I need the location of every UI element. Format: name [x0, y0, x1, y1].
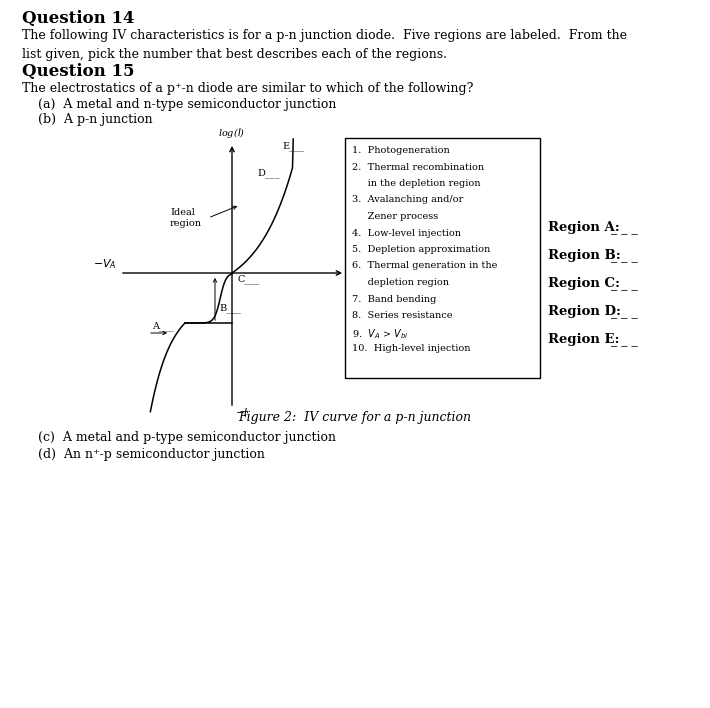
- Text: Region D:: Region D:: [548, 305, 621, 318]
- Text: 5.  Depletion approximation: 5. Depletion approximation: [352, 245, 490, 254]
- Text: _ _ _: _ _ _: [611, 221, 638, 234]
- Text: The following IV characteristics is for a p-n junction diode.  Five regions are : The following IV characteristics is for …: [22, 29, 627, 61]
- Text: in the depletion region: in the depletion region: [352, 179, 481, 188]
- Text: depletion region: depletion region: [352, 278, 449, 287]
- Text: 10.  High-level injection: 10. High-level injection: [352, 344, 471, 353]
- Text: 8.  Series resistance: 8. Series resistance: [352, 311, 452, 320]
- Text: (b)  A p-n junction: (b) A p-n junction: [38, 113, 153, 126]
- Text: (c)  A metal and p-type semiconductor junction: (c) A metal and p-type semiconductor jun…: [38, 431, 336, 444]
- Text: Region A:: Region A:: [548, 221, 620, 234]
- Text: The electrostatics of a p⁺-n diode are similar to which of the following?: The electrostatics of a p⁺-n diode are s…: [22, 82, 474, 95]
- Text: Zener process: Zener process: [352, 212, 438, 221]
- Text: 7.  Band bending: 7. Band bending: [352, 295, 437, 304]
- Text: 2.  Thermal recombination: 2. Thermal recombination: [352, 163, 484, 171]
- Bar: [345, 138, 540, 378]
- Text: E___: E___: [282, 142, 304, 151]
- Text: Question 15: Question 15: [22, 63, 134, 80]
- Text: $V_A$: $V_A$: [348, 266, 362, 280]
- Text: _ _ _: _ _ _: [611, 249, 638, 262]
- Text: Region B:: Region B:: [548, 249, 621, 262]
- Text: C___: C___: [238, 274, 260, 284]
- Text: D___: D___: [257, 169, 280, 178]
- Text: Region E:: Region E:: [548, 333, 620, 346]
- Text: 6.  Thermal generation in the: 6. Thermal generation in the: [352, 261, 498, 270]
- Text: $-V_A$: $-V_A$: [93, 257, 117, 271]
- Text: 9.  $V_A$ > $V_{bi}$: 9. $V_A$ > $V_{bi}$: [352, 328, 408, 341]
- Text: _ _ _: _ _ _: [611, 333, 638, 346]
- Text: (d)  An n⁺-p semiconductor junction: (d) An n⁺-p semiconductor junction: [38, 448, 265, 461]
- Text: B___: B___: [219, 303, 241, 313]
- Text: 3.  Avalanching and/or: 3. Avalanching and/or: [352, 195, 463, 205]
- Text: Ideal
region: Ideal region: [170, 208, 202, 228]
- Text: (a)  A metal and n-type semiconductor junction: (a) A metal and n-type semiconductor jun…: [38, 98, 337, 111]
- Text: Question 14: Question 14: [22, 10, 134, 27]
- Text: Figure 2:  IV curve for a p-n junction: Figure 2: IV curve for a p-n junction: [239, 411, 471, 424]
- Text: A___: A___: [152, 321, 174, 331]
- Text: 1.  Photogeneration: 1. Photogeneration: [352, 146, 449, 155]
- Text: $-I$: $-I$: [235, 406, 248, 418]
- Text: 4.  Low-level injection: 4. Low-level injection: [352, 229, 461, 237]
- Text: _ _ _: _ _ _: [611, 277, 638, 290]
- Text: log($I$): log($I$): [219, 126, 246, 140]
- Text: _ _ _: _ _ _: [611, 305, 638, 318]
- Text: Region C:: Region C:: [548, 277, 620, 290]
